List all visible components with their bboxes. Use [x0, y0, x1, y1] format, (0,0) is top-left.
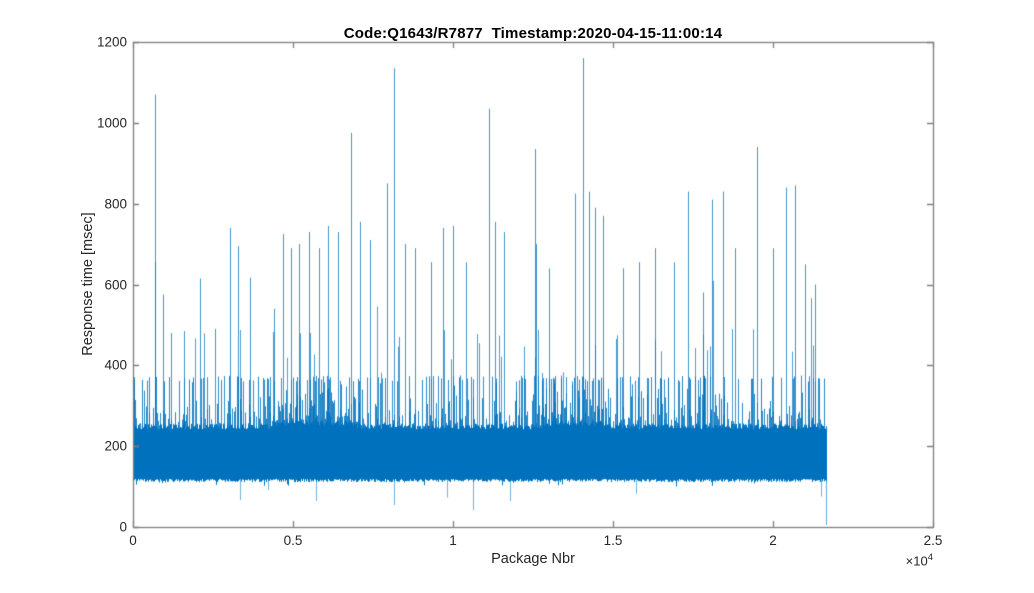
y-tick-label: 800 — [104, 196, 127, 212]
chart-title: Code:Q1643/R7877 Timestamp:2020-04-15-11… — [343, 25, 723, 42]
y-tick-label: 200 — [104, 438, 127, 454]
x-axis-label: Package Nbr — [491, 551, 575, 567]
x-tick-label: 2 — [769, 533, 777, 548]
x-tick-label: 2.5 — [923, 533, 943, 548]
y-axis-label: Response time [msec] — [80, 212, 96, 356]
x-tick-label: 0.5 — [283, 533, 303, 548]
y-tick-label: 1200 — [96, 34, 127, 50]
x-axis-multiplier-exponent: 4 — [927, 552, 933, 563]
x-tick-label: 1.5 — [603, 533, 623, 548]
y-tick-label: 400 — [104, 357, 127, 373]
x-axis-multiplier: ×104 — [906, 552, 933, 568]
y-tick-label: 1000 — [96, 115, 127, 131]
x-axis-multiplier-base: ×10 — [905, 553, 928, 569]
x-tick-label: 0 — [129, 533, 137, 548]
y-tick-label: 0 — [119, 519, 127, 535]
y-tick-label: 600 — [104, 277, 127, 292]
x-tick-label: 1 — [449, 533, 457, 548]
